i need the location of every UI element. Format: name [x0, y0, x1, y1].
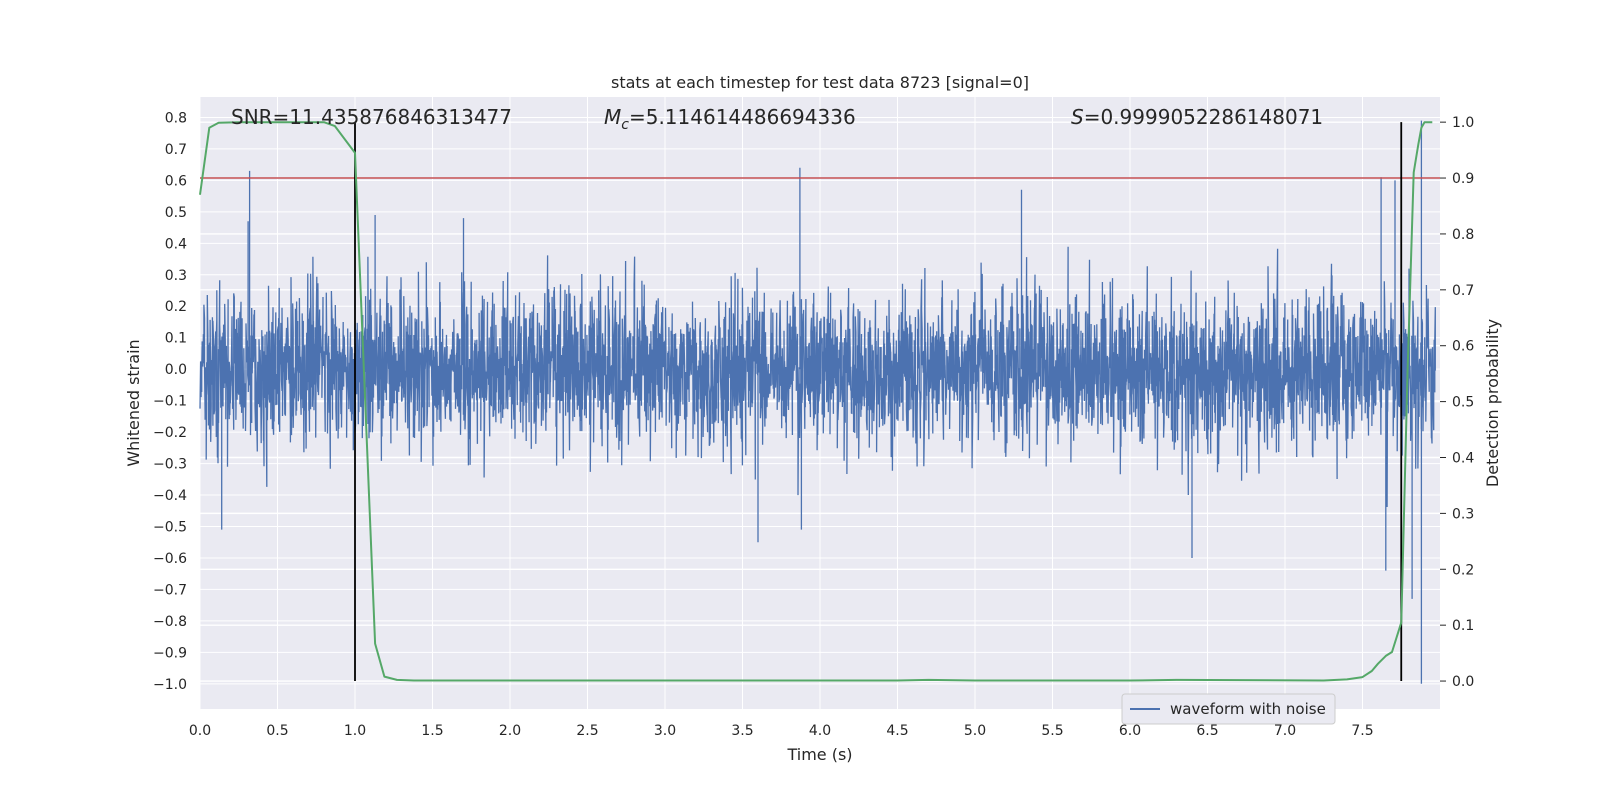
y-tick-label: −0.6	[153, 551, 187, 567]
y-tick-label: −0.7	[153, 582, 187, 598]
snr-annotation: SNR=11.435876846313477	[231, 105, 512, 129]
y-tick-label: 0.3	[165, 268, 187, 284]
y-right-tick-label: 0.1	[1452, 618, 1474, 634]
x-tick-label: 2.0	[499, 723, 521, 739]
y-tick-label: −0.3	[153, 457, 187, 473]
y-right-tick-label: 0.4	[1452, 450, 1474, 466]
chirp-mass-symbol: M	[604, 105, 621, 129]
x-tick-label: 4.0	[809, 723, 831, 739]
y-tick-label: 0.4	[165, 236, 187, 252]
y-tick-label: −0.8	[153, 614, 187, 630]
y-tick-label: 0.5	[165, 205, 187, 221]
x-tick-label: 5.5	[1041, 723, 1063, 739]
y-tick-label: −0.4	[153, 488, 187, 504]
y-right-tick-label: 0.5	[1452, 395, 1474, 411]
waveform-series	[199, 120, 1436, 684]
y-tick-label: 0.6	[165, 173, 187, 189]
y-tick-label: 0.2	[165, 299, 187, 315]
x-tick-label: 6.5	[1196, 723, 1218, 739]
y-right-tick-label: 0.7	[1452, 283, 1474, 299]
y-tick-label: 0.7	[165, 142, 187, 158]
legend-label: waveform with noise	[1170, 700, 1326, 718]
x-tick-label: 5.0	[964, 723, 986, 739]
x-tick-label: 2.5	[576, 723, 598, 739]
y-right-tick-label: 0.0	[1452, 674, 1474, 690]
y-right-tick-label: 1.0	[1452, 115, 1474, 131]
y-tick-label: 0.8	[165, 110, 187, 126]
detection-probability-series	[199, 121, 1433, 682]
y-right-tick-label: 0.6	[1452, 339, 1474, 355]
legend: waveform with noise	[1121, 693, 1336, 725]
chart-title: stats at each timestep for test data 872…	[611, 73, 1029, 92]
score-annotation: S=0.9999052286148071	[1071, 105, 1323, 129]
y-tick-label: −0.2	[153, 425, 187, 441]
y-tick-label: −0.5	[153, 520, 187, 536]
y-right-tick-label: 0.8	[1452, 227, 1474, 243]
chirp-mass-subscript: c	[621, 117, 629, 133]
x-tick-label: 7.5	[1351, 723, 1373, 739]
y-tick-label: 0.1	[165, 331, 187, 347]
y-tick-label: −0.1	[153, 394, 187, 410]
x-tick-label: 3.0	[654, 723, 676, 739]
y-right-tick-label: 0.3	[1452, 506, 1474, 522]
score-value: =0.9999052286148071	[1084, 105, 1323, 129]
x-tick-label: 3.5	[731, 723, 753, 739]
x-tick-label: 7.0	[1274, 723, 1296, 739]
x-tick-label: 0.0	[189, 723, 211, 739]
x-tick-label: 1.5	[421, 723, 443, 739]
y-right-tick-label: 0.2	[1452, 562, 1474, 578]
y-right-tick-label: 0.9	[1452, 171, 1474, 187]
x-axis-label: Time (s)	[786, 745, 852, 764]
y-tick-label: −1.0	[153, 677, 187, 693]
score-symbol: S	[1071, 105, 1084, 129]
waveform-line	[199, 120, 1436, 684]
chirp-mass-value: =5.114614486694336	[629, 105, 856, 129]
y-axis-label: Whitened strain	[124, 339, 143, 466]
y-tick-label: 0.0	[165, 362, 187, 378]
tick-labels: 0.0 0.5 1.0 1.5 2.0 2.5 3.0 3.5 4.0 4.5 5.0 5.5 6.0 6…	[153, 110, 1474, 739]
chirp-mass-annotation: Mc=5.114614486694336	[604, 105, 856, 133]
x-tick-label: 4.5	[886, 723, 908, 739]
detection-probability-line	[199, 121, 1433, 682]
x-tick-label: 0.5	[266, 723, 288, 739]
x-tick-label: 6.0	[1119, 723, 1141, 739]
y-axis-label-right: Detection probability	[1483, 319, 1502, 487]
x-tick-label: 1.0	[344, 723, 366, 739]
legend-box	[1121, 693, 1336, 725]
y-tick-label: −0.9	[153, 645, 187, 661]
